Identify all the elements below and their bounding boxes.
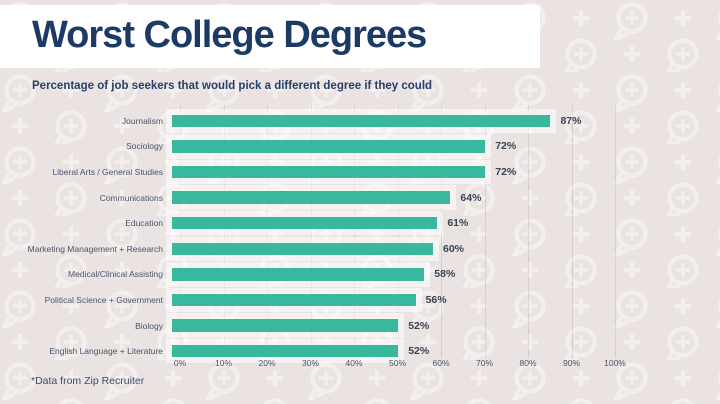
x-axis-tick-label: 70% xyxy=(475,358,494,368)
bar-rows: Journalism 87% Sociology 72% Liberal Arts / … xyxy=(0,108,720,364)
gridline xyxy=(571,105,573,358)
bar xyxy=(172,114,551,128)
value-label: 52% xyxy=(408,345,430,358)
value-label: 61% xyxy=(447,217,469,230)
bar xyxy=(172,165,486,179)
chart-subtitle: Percentage of job seekers that would pic… xyxy=(32,80,433,92)
x-axis-tick-label: 100% xyxy=(604,358,626,368)
bar-row: Communications 64% xyxy=(0,185,720,211)
gridline xyxy=(615,105,616,358)
bar-track: 56% xyxy=(172,287,642,313)
x-axis-tick-label: 20% xyxy=(258,358,276,368)
x-axis-tick-label: 30% xyxy=(301,358,320,368)
gridline xyxy=(441,105,442,358)
bar-row: Biology 52% xyxy=(0,313,720,339)
category-label: Liberal Arts / General Studies xyxy=(52,166,163,177)
gridline xyxy=(310,105,312,358)
value-label: 58% xyxy=(434,268,456,281)
bar-row: Medical/Clinical Assisting 58% xyxy=(0,262,720,288)
bar-row: Political Science + Government 56% xyxy=(0,287,720,313)
category-label: Education xyxy=(125,218,163,229)
x-axis-tick-label: 80% xyxy=(519,358,537,368)
x-axis: 0% 10% 20% 30% 40% 50% 60% 70% 80% 90% 100% xyxy=(174,358,626,372)
x-axis-tick-label: 10% xyxy=(214,358,233,368)
bar-track: 52% xyxy=(172,338,642,364)
title-band: Worst College Degrees xyxy=(0,5,540,68)
x-axis-tick-label: 50% xyxy=(388,358,407,368)
value-label: 56% xyxy=(425,293,447,306)
bar-row: Marketing Management + Research 60% xyxy=(0,236,720,262)
page-title: Worst College Degrees xyxy=(32,14,427,56)
bar-row: Education 61% xyxy=(0,210,720,236)
bar-row: Sociology 72% xyxy=(0,134,720,160)
value-label: 64% xyxy=(460,191,482,204)
bar-chart: Journalism 87% Sociology 72% Liberal Arts / … xyxy=(0,105,720,378)
value-label: 72% xyxy=(495,140,517,153)
category-label: Marketing Management + Research xyxy=(27,243,163,254)
value-label: 60% xyxy=(443,242,465,255)
x-axis-tick-label: 90% xyxy=(562,358,581,368)
bar xyxy=(172,319,399,332)
bar xyxy=(172,268,425,281)
x-axis-tick-label: 0% xyxy=(173,358,187,368)
bar-row: Journalism 87% xyxy=(0,108,720,134)
bar xyxy=(172,140,486,153)
source-note: *Data from Zip Recruiter xyxy=(31,375,145,387)
bar xyxy=(172,191,451,204)
bar xyxy=(172,293,416,307)
category-label: Medical/Clinical Assisting xyxy=(68,269,163,280)
bar xyxy=(172,242,433,256)
gridline xyxy=(267,105,268,358)
gridline xyxy=(397,105,399,358)
bar-track: 61% xyxy=(172,210,642,236)
category-label: Biology xyxy=(135,320,163,331)
category-label: Sociology xyxy=(126,141,163,152)
x-axis-tick-label: 40% xyxy=(345,358,363,368)
bar-track: 72% xyxy=(172,134,642,160)
bar xyxy=(172,216,438,230)
category-label: English Language + Literature xyxy=(49,346,163,357)
gridline xyxy=(354,105,355,358)
bar-track: 64% xyxy=(172,185,642,211)
bar-track: 52% xyxy=(172,313,642,339)
category-label: Journalism xyxy=(121,115,163,126)
gridline xyxy=(180,105,181,358)
x-axis-tick-label: 60% xyxy=(432,358,450,368)
bar-track: 60% xyxy=(172,236,642,262)
value-label: 52% xyxy=(408,319,430,332)
gridline xyxy=(223,105,225,358)
bar-row: Liberal Arts / General Studies 72% xyxy=(0,159,720,185)
category-label: Political Science + Government xyxy=(44,294,163,305)
gridline xyxy=(484,105,486,358)
gridline xyxy=(528,105,529,358)
category-label: Communications xyxy=(99,192,163,203)
value-label: 87% xyxy=(560,114,582,127)
bar-track: 87% xyxy=(172,108,642,134)
bar-row: English Language + Literature 52% xyxy=(0,338,720,364)
gridlines xyxy=(180,105,616,358)
bar-track: 72% xyxy=(172,159,642,185)
bar-track: 58% xyxy=(172,262,642,288)
bar xyxy=(172,344,399,358)
value-label: 72% xyxy=(495,165,517,178)
